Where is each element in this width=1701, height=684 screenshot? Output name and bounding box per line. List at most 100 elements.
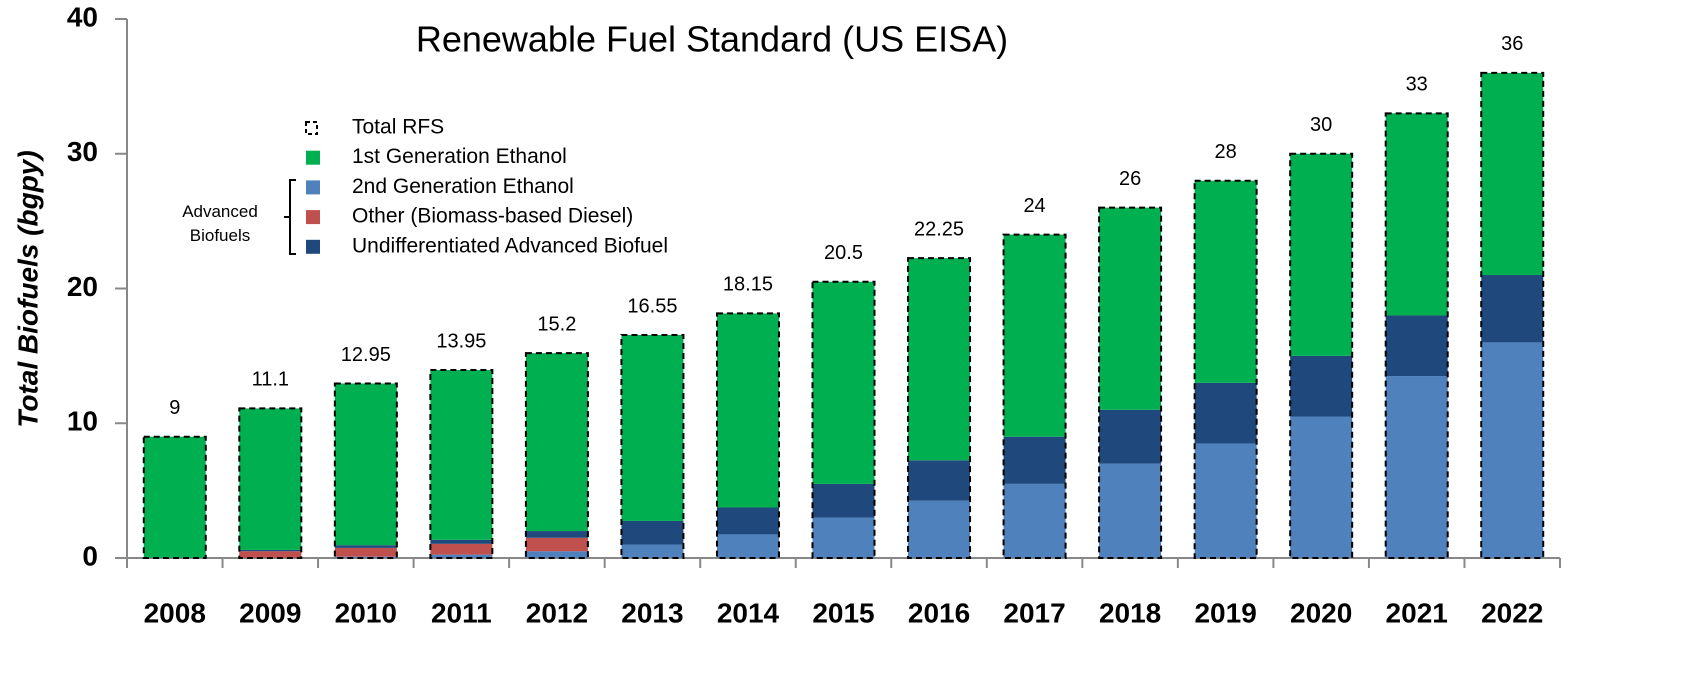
bar-segment xyxy=(1290,416,1353,558)
bar-segment xyxy=(812,281,875,484)
bar-segment xyxy=(1385,315,1448,377)
bar-segment xyxy=(334,556,397,558)
y-axis-label: Total Biofuels (bgpy) xyxy=(12,150,43,427)
bar-segment xyxy=(1194,382,1257,444)
y-tick-label: 10 xyxy=(67,406,98,437)
bar-segment xyxy=(1481,72,1544,276)
bar-segment xyxy=(143,436,206,558)
bar-segment xyxy=(716,534,779,558)
total-label: 33 xyxy=(1406,74,1428,96)
bar-segment xyxy=(812,517,875,558)
x-tick-label: 2010 xyxy=(335,597,397,628)
x-tick-label: 2021 xyxy=(1386,597,1448,628)
legend-swatch xyxy=(306,180,320,195)
bar-segment xyxy=(1003,436,1066,484)
bar-segment xyxy=(1481,342,1544,558)
bar-segment xyxy=(1099,207,1162,410)
total-label: 24 xyxy=(1023,195,1045,217)
bar-segment xyxy=(1099,409,1162,464)
annotation-box: Advanced Biofuels xyxy=(182,202,258,245)
x-tick-label: 2008 xyxy=(144,597,206,628)
bar-segment xyxy=(239,408,302,550)
bar-segment xyxy=(621,334,684,521)
legend-swatch xyxy=(306,239,320,254)
bar-segment xyxy=(908,460,971,501)
bracket xyxy=(284,179,296,255)
legend-swatch xyxy=(306,210,320,225)
bar-segment xyxy=(334,547,397,557)
x-tick-label: 2014 xyxy=(717,597,780,628)
total-outline xyxy=(1480,71,1545,560)
legend-label: Undifferentiated Advanced Biofuel xyxy=(352,234,668,257)
bar-segment xyxy=(1290,153,1353,356)
total-label: 26 xyxy=(1119,168,1141,190)
total-label: 20.5 xyxy=(824,242,863,264)
legend-label: Total RFS xyxy=(352,116,444,139)
annotation: Advanced Biofuels xyxy=(182,202,258,245)
bar-segment xyxy=(1194,180,1257,383)
x-tick-label: 2018 xyxy=(1099,597,1161,628)
bar-segment xyxy=(621,544,684,558)
bar-segment xyxy=(908,258,971,461)
bar-segment xyxy=(716,313,779,508)
total-label: 36 xyxy=(1501,33,1523,55)
y-tick-label: 20 xyxy=(67,271,98,302)
bar-segment xyxy=(908,500,971,558)
legend-swatch xyxy=(305,121,318,135)
bar-segment xyxy=(430,543,493,555)
x-tick-label: 2017 xyxy=(1003,597,1065,628)
chart-title: Renewable Fuel Standard (US EISA) xyxy=(416,19,1008,60)
x-tick-label: 2011 xyxy=(431,597,492,628)
total-outline xyxy=(429,369,494,559)
total-label: 13.95 xyxy=(436,330,486,352)
total-label: 11.1 xyxy=(252,369,289,391)
x-tick-label: 2020 xyxy=(1290,597,1352,628)
total-outline xyxy=(333,382,398,559)
total-outline xyxy=(620,333,685,559)
bar-segment xyxy=(239,551,302,558)
legend-label: 1st Generation Ethanol xyxy=(352,145,567,168)
y-tick-label: 0 xyxy=(82,540,98,571)
total-outline xyxy=(1098,206,1163,559)
total-outline xyxy=(907,257,972,559)
legend-label: Other (Biomass-based Diesel) xyxy=(352,205,633,228)
bar-segment xyxy=(525,353,588,532)
legend-label: 2nd Generation Ethanol xyxy=(352,175,574,198)
bar-segment xyxy=(525,531,588,538)
total-outline xyxy=(238,407,303,559)
legend-swatch xyxy=(306,150,320,165)
total-label: 18.15 xyxy=(723,274,773,296)
total-outline xyxy=(1002,233,1067,559)
total-label: 22.25 xyxy=(914,218,964,240)
bar-segment xyxy=(334,383,397,546)
total-outline xyxy=(1384,112,1449,559)
bar-segment xyxy=(621,520,684,545)
total-outline xyxy=(715,312,780,559)
x-tick-label: 2016 xyxy=(908,597,970,628)
bar-segment xyxy=(430,539,493,544)
bar-segment xyxy=(430,554,493,558)
total-outline xyxy=(142,435,207,560)
total-label: 28 xyxy=(1215,141,1237,163)
bar-segment xyxy=(1385,113,1448,316)
bar-segment xyxy=(1385,376,1448,558)
bar-segment xyxy=(430,370,493,540)
x-tick-label: 2019 xyxy=(1194,597,1256,628)
y-tick-label: 40 xyxy=(67,1,98,32)
bar-segment xyxy=(1099,463,1162,558)
x-tick-label: 2009 xyxy=(239,597,301,628)
x-tick-label: 2012 xyxy=(526,597,588,628)
y-tick-label: 30 xyxy=(67,136,98,167)
bar-segment xyxy=(525,537,588,552)
total-outline xyxy=(1289,152,1354,559)
total-label: 12.95 xyxy=(341,344,391,366)
bar-segment xyxy=(1003,234,1066,437)
bar-segment xyxy=(1194,443,1257,558)
x-tick-label: 2015 xyxy=(812,597,874,628)
total-outline xyxy=(811,280,876,559)
bar-segment xyxy=(1290,355,1353,417)
total-label: 16.55 xyxy=(627,295,677,317)
bar-segment xyxy=(239,549,302,552)
total-outline xyxy=(1193,179,1258,559)
